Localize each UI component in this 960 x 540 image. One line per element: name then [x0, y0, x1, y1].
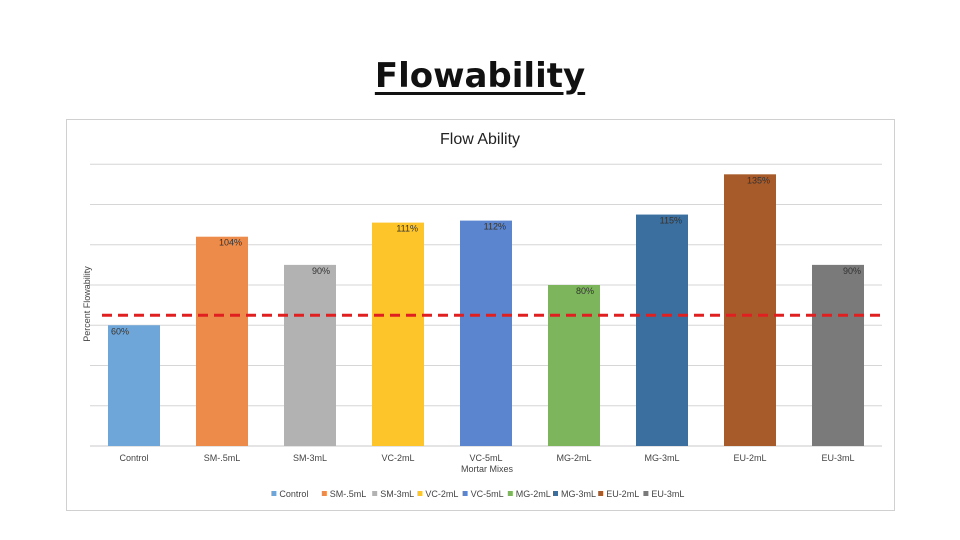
legend-entry: SM-.5mL [330, 489, 367, 499]
bar-vc-5ml [460, 220, 512, 446]
bar-eu-2ml [724, 174, 776, 446]
legend-entry: EU-2mL [606, 489, 639, 499]
y-axis-label: Percent Flowability [82, 266, 92, 342]
bar-sm-3ml [284, 264, 336, 446]
legend-swatch [643, 491, 649, 496]
data-label: 112% [484, 222, 506, 232]
data-label: 135% [747, 175, 770, 185]
bar-mg-2ml [548, 285, 600, 446]
x-tick-label: MG-3mL [644, 453, 679, 463]
legend-swatch [372, 491, 378, 496]
legend-entry: EU-3mL [651, 489, 684, 499]
data-label: 104% [219, 238, 242, 248]
data-label: 60% [111, 326, 129, 336]
legend-entry: SM-3mL [380, 489, 414, 499]
data-label: 90% [312, 266, 330, 276]
legend-entry: VC-2mL [425, 489, 458, 499]
bar-eu-3ml [812, 264, 864, 446]
x-tick-label: SM-3mL [293, 453, 327, 463]
x-tick-label: Control [119, 453, 148, 463]
data-label: 90% [843, 266, 861, 276]
bar-sm-5ml [196, 236, 248, 446]
legend-entry: MG-3mL [561, 489, 596, 499]
legend-swatch [462, 491, 468, 496]
data-label: 80% [576, 286, 594, 296]
legend-swatch [321, 491, 327, 496]
x-tick-label: EU-2mL [733, 453, 766, 463]
x-tick-label: EU-3mL [821, 453, 854, 463]
data-label: 111% [396, 224, 418, 234]
x-axis-label: Mortar Mixes [461, 464, 514, 474]
chart-title: Flow Ability [440, 131, 520, 148]
x-tick-label: VC-5mL [469, 453, 502, 463]
slide-title: Flowability [374, 56, 586, 96]
bar-mg-3ml [636, 214, 688, 446]
legend-entry: Control [279, 489, 308, 499]
bar-control [108, 325, 160, 446]
legend-swatch [507, 491, 513, 496]
legend-swatch [598, 491, 604, 496]
legend-entry: MG-2mL [516, 489, 551, 499]
legend-swatch [271, 491, 277, 496]
legend-swatch [553, 491, 558, 496]
x-tick-label: MG-2mL [556, 453, 591, 463]
x-tick-label: VC-2mL [381, 453, 414, 463]
data-label: 115% [660, 216, 682, 226]
legend-swatch [417, 491, 423, 496]
x-tick-label: SM-.5mL [204, 453, 241, 463]
legend-entry: VC-5mL [471, 489, 504, 499]
bar-vc-2ml [372, 222, 424, 446]
